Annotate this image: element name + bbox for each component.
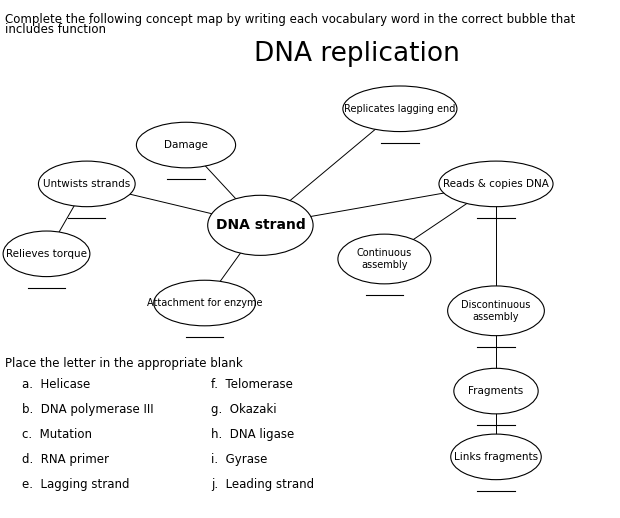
Text: Reads & copies DNA: Reads & copies DNA	[443, 179, 549, 189]
Text: Links fragments: Links fragments	[454, 452, 538, 462]
Ellipse shape	[439, 161, 553, 207]
Text: i.  Gyrase: i. Gyrase	[211, 453, 267, 466]
Text: c.  Mutation: c. Mutation	[22, 428, 92, 441]
Ellipse shape	[136, 122, 236, 168]
Text: Place the letter in the appropriate blank: Place the letter in the appropriate blan…	[5, 357, 242, 370]
Text: j.  Leading strand: j. Leading strand	[211, 478, 314, 491]
Text: Untwists strands: Untwists strands	[43, 179, 130, 189]
Text: d.  RNA primer: d. RNA primer	[22, 453, 108, 466]
Text: DNA strand: DNA strand	[216, 218, 305, 233]
Text: b.  DNA polymerase III: b. DNA polymerase III	[22, 403, 153, 416]
Text: a.  Helicase: a. Helicase	[22, 378, 90, 391]
Text: Complete the following concept map by writing each vocabulary word in the correc: Complete the following concept map by wr…	[5, 13, 575, 26]
Ellipse shape	[3, 231, 90, 277]
Text: Continuous
assembly: Continuous assembly	[356, 248, 412, 270]
Text: Attachment for enzyme: Attachment for enzyme	[147, 298, 262, 308]
Ellipse shape	[448, 286, 544, 336]
Ellipse shape	[338, 234, 431, 284]
Ellipse shape	[154, 280, 255, 326]
Text: Fragments: Fragments	[468, 386, 524, 396]
Ellipse shape	[343, 86, 457, 132]
Text: includes function: includes function	[5, 23, 106, 36]
Text: Relieves torque: Relieves torque	[6, 249, 87, 259]
Text: Discontinuous
assembly: Discontinuous assembly	[461, 299, 531, 322]
Text: e.  Lagging strand: e. Lagging strand	[22, 478, 129, 491]
Ellipse shape	[38, 161, 135, 207]
Ellipse shape	[451, 434, 541, 480]
Text: Replicates lagging end: Replicates lagging end	[344, 104, 456, 114]
Text: h.  DNA ligase: h. DNA ligase	[211, 428, 294, 441]
Text: DNA replication: DNA replication	[254, 41, 459, 67]
Text: f.  Telomerase: f. Telomerase	[211, 378, 293, 391]
Text: Damage: Damage	[164, 140, 208, 150]
Text: g.  Okazaki: g. Okazaki	[211, 403, 277, 416]
Ellipse shape	[454, 368, 538, 414]
Ellipse shape	[208, 195, 313, 255]
